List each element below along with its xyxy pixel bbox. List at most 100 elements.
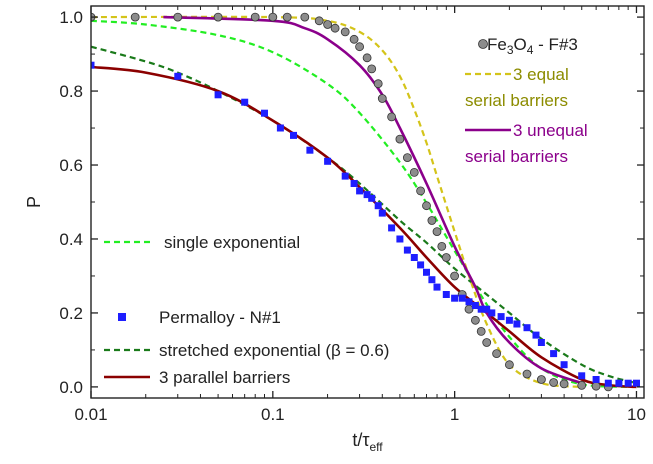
data-point-fe3o4 [492, 349, 502, 359]
data-point-fe3o4 [464, 304, 474, 314]
data-point-fe3o4 [402, 153, 412, 163]
data-point-permalloy [214, 91, 222, 99]
data-point-fe3o4 [377, 94, 387, 103]
data-point-permalloy [505, 316, 513, 324]
data-point-fe3o4 [470, 315, 480, 325]
data-point-permalloy [458, 294, 466, 302]
data-point-fe3o4 [559, 379, 569, 389]
data-point-permalloy [604, 379, 612, 387]
data-point-permalloy [592, 376, 600, 383]
data-point-fe3o4 [268, 12, 278, 22]
legend-label-equal: serial barriers [465, 91, 568, 110]
data-point-fe3o4 [522, 369, 532, 379]
data-point-fe3o4 [323, 20, 333, 29]
data-point-permalloy [341, 172, 349, 180]
legend-marker-fe3o4 [478, 39, 488, 49]
data-point-fe3o4 [537, 375, 546, 384]
data-point-fe3o4 [173, 12, 183, 22]
data-point-permalloy [290, 131, 297, 139]
data-point-fe3o4 [427, 216, 437, 225]
data-point-permalloy [624, 379, 632, 387]
legend-label-parallel: 3 parallel barriers [159, 368, 290, 387]
legend-label-unequal: serial barriers [465, 147, 568, 166]
legend-marker-permalloy [118, 313, 126, 321]
y-tick-label: 0.0 [59, 378, 83, 397]
data-point-fe3o4 [549, 378, 558, 387]
data-point-fe3o4 [577, 380, 587, 390]
data-point-permalloy [417, 261, 425, 269]
data-point-permalloy [477, 305, 485, 313]
x-tick-label: 0.1 [261, 405, 285, 424]
legend-label-unequal: 3 unequal [513, 121, 588, 140]
data-point-fe3o4 [416, 186, 426, 196]
y-tick-label: 0.4 [59, 230, 83, 249]
data-point-fe3o4 [476, 326, 486, 336]
data-point-permalloy [537, 339, 545, 346]
y-tick-label: 0.2 [59, 304, 83, 323]
x-axis-title: t/τeff [352, 430, 383, 454]
data-point-fe3o4 [250, 12, 260, 22]
y-tick-label: 0.6 [59, 156, 83, 175]
legend-label-equal: 3 equal [513, 65, 569, 84]
data-point-permalloy [174, 72, 182, 80]
legend-label-single: single exponential [164, 233, 300, 252]
data-point-permalloy [374, 202, 382, 210]
data-point-permalloy [91, 61, 95, 69]
data-point-fe3o4 [330, 23, 340, 33]
data-point-permalloy [306, 146, 314, 154]
data-point-permalloy [324, 157, 332, 165]
axis-labels: 0.01 0.1 1 10 0.0 0.2 0.4 0.6 0.8 1.0 t/τeff P [24, 8, 646, 454]
data-point-permalloy [483, 305, 491, 313]
data-point-permalloy [388, 224, 396, 232]
data-point-fe3o4 [409, 167, 419, 177]
legend-label-stretched: stretched exponential (β = 0.6) [159, 341, 389, 360]
data-point-permalloy [368, 194, 376, 202]
data-point-fe3o4 [362, 53, 372, 63]
x-tick-label: 10 [627, 405, 646, 424]
axis-ticks [90, 6, 644, 398]
data-point-fe3o4 [300, 12, 310, 22]
data-point-fe3o4 [373, 79, 383, 89]
series-line-stretched [91, 45, 637, 385]
data-point-permalloy [350, 180, 358, 187]
data-point-fe3o4 [282, 12, 292, 22]
data-point-permalloy [497, 313, 505, 321]
data-point-permalloy [488, 309, 496, 317]
data-point-permalloy [356, 187, 364, 195]
data-point-permalloy [578, 372, 586, 380]
legend-label-permalloy: Permalloy - N#1 [159, 308, 281, 327]
data-point-permalloy [532, 331, 540, 339]
y-tick-label: 0.8 [59, 82, 83, 101]
plot-series [91, 12, 640, 392]
data-point-permalloy [523, 324, 531, 332]
data-point-fe3o4 [130, 12, 140, 22]
y-axis-title: P [24, 196, 44, 208]
data-point-permalloy [615, 379, 623, 387]
data-point-permalloy [276, 124, 284, 132]
data-point-permalloy [396, 235, 404, 243]
data-point-permalloy [241, 98, 249, 106]
data-point-permalloy [378, 209, 386, 217]
data-point-fe3o4 [395, 134, 405, 144]
data-point-permalloy [560, 361, 568, 369]
data-point-permalloy [363, 191, 371, 199]
data-point-permalloy [433, 283, 441, 291]
data-point-permalloy [261, 109, 268, 117]
data-point-permalloy [428, 276, 436, 284]
series-line-equal [91, 15, 582, 388]
x-tick-label: 1 [450, 405, 459, 424]
data-point-fe3o4 [591, 381, 601, 391]
data-point-fe3o4 [367, 64, 377, 74]
legend-label-fe3o4: Fe3O4 - F#3 [487, 35, 578, 57]
data-point-fe3o4 [482, 338, 492, 347]
data-point-permalloy [442, 291, 450, 298]
data-point-fe3o4 [504, 360, 514, 370]
data-point-fe3o4 [340, 27, 350, 37]
data-point-fe3o4 [432, 227, 442, 237]
data-point-permalloy [513, 320, 521, 328]
data-point-permalloy [550, 350, 558, 358]
data-point-fe3o4 [450, 271, 460, 281]
data-point-fe3o4 [441, 253, 451, 262]
data-point-permalloy [423, 268, 430, 276]
